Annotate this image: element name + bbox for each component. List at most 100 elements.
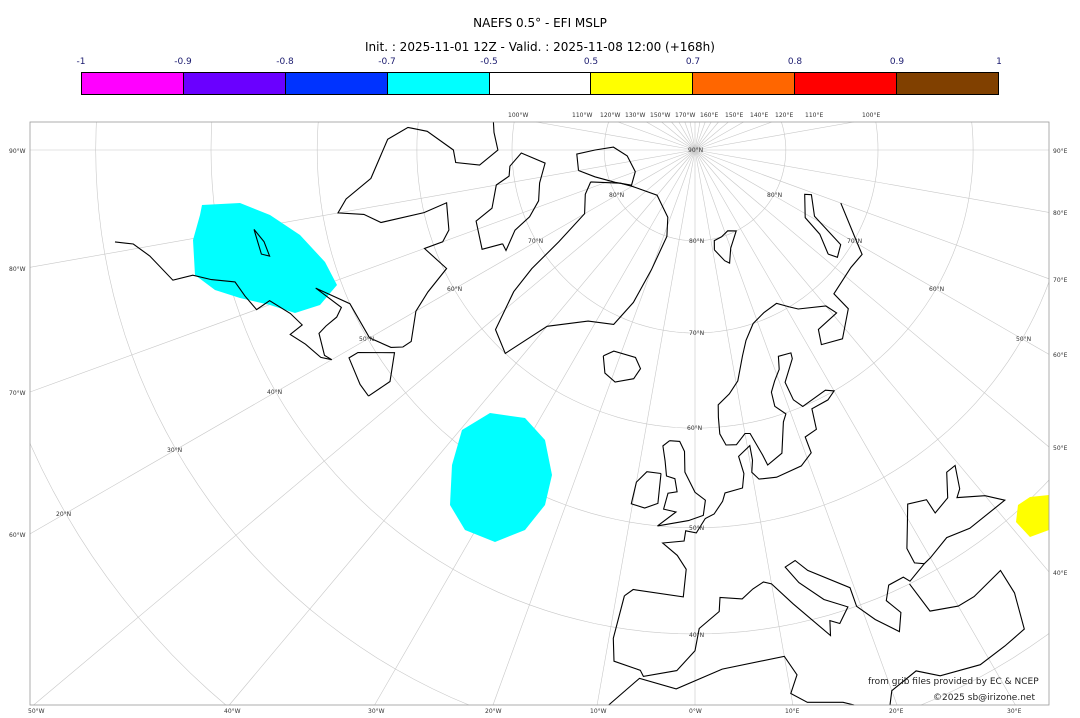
longitude-label: 30°W bbox=[368, 708, 385, 715]
meridian-line bbox=[661, 121, 696, 151]
meridian-line bbox=[694, 149, 898, 706]
colorbar-segment bbox=[82, 73, 184, 94]
longitude-label: 120°E bbox=[775, 112, 794, 119]
colorbar-tick-label: -0.9 bbox=[174, 57, 192, 67]
colorbar-tick-label: 1 bbox=[996, 57, 1002, 67]
meridian-line bbox=[689, 121, 696, 151]
longitude-label: 60°E bbox=[1053, 352, 1068, 359]
graticule bbox=[29, 121, 1050, 706]
longitude-label: 20°E bbox=[889, 708, 904, 715]
colorbar-tick-label: -0.7 bbox=[378, 57, 396, 67]
colorbar-segment bbox=[897, 73, 999, 94]
longitude-label: 100°E bbox=[862, 112, 881, 119]
coastline-ellesmere-island bbox=[576, 146, 636, 186]
longitude-label: 140°E bbox=[750, 112, 769, 119]
longitude-label: 30°E bbox=[1007, 708, 1022, 715]
meridian-line bbox=[694, 121, 719, 151]
colorbar-segment bbox=[489, 73, 592, 94]
longitude-label: 70°E bbox=[1053, 277, 1068, 284]
meridian-line bbox=[536, 121, 696, 151]
latitude-label: 60°N bbox=[447, 286, 463, 293]
meridian-line bbox=[694, 121, 729, 151]
meridian-line bbox=[671, 121, 696, 151]
latitude-label: 80°N bbox=[767, 192, 783, 199]
latitude-circle bbox=[210, 121, 1050, 635]
colorbar-tick-label: 0.5 bbox=[583, 57, 599, 67]
data-source-credit: from grib files provided by EC & NCEP bbox=[868, 677, 1039, 687]
latitude-label: 50°N bbox=[359, 336, 375, 343]
longitude-label: 100°W bbox=[508, 112, 529, 119]
longitude-label: 0°W bbox=[689, 708, 702, 715]
coastline-iceland bbox=[602, 350, 642, 383]
copyright-credit: ©2025 sb@irizone.net bbox=[933, 693, 1035, 703]
coastline-svalbard bbox=[713, 230, 737, 264]
meridian-line bbox=[694, 121, 744, 151]
latitude-label: 70°N bbox=[847, 238, 863, 245]
meridian-line bbox=[694, 149, 1050, 573]
meridian-line bbox=[694, 121, 701, 151]
meridian-line bbox=[694, 149, 1050, 355]
latitude-label: 20°N bbox=[56, 511, 72, 518]
longitude-label: 10°E bbox=[785, 708, 800, 715]
meridian-line bbox=[374, 149, 696, 706]
longitude-label: 40°E bbox=[1053, 570, 1068, 577]
efi-area-north-atlantic bbox=[450, 413, 552, 542]
longitude-label: 120°W bbox=[600, 112, 621, 119]
longitude-label: 20°W bbox=[485, 708, 502, 715]
meridian-line bbox=[694, 149, 1050, 280]
coastline-ireland bbox=[630, 471, 662, 509]
colorbar-segment bbox=[183, 73, 286, 94]
latitude-label: 70°N bbox=[528, 238, 544, 245]
coastline-novaya-zemlya bbox=[804, 193, 842, 259]
coastline-baffin-island bbox=[475, 152, 546, 252]
latitude-label: 60°N bbox=[687, 425, 703, 432]
latitude-label: 40°N bbox=[689, 632, 705, 639]
latitude-label: 80°N bbox=[609, 192, 625, 199]
meridian-line bbox=[596, 149, 696, 706]
meridian-line bbox=[229, 149, 696, 706]
latitude-label: 90°N bbox=[688, 147, 704, 154]
latitude-label: 30°N bbox=[167, 447, 183, 454]
colorbar-tick-label: -1 bbox=[76, 57, 86, 67]
longitude-label: 80°W bbox=[9, 266, 26, 273]
colorbar-tick-label: -0.8 bbox=[276, 57, 294, 67]
map-title: NAEFS 0.5° - EFI MSLP bbox=[473, 16, 607, 30]
coastline-us-east-coast bbox=[114, 121, 499, 361]
meridian-line bbox=[694, 149, 1050, 213]
latitude-label: 50°N bbox=[689, 525, 705, 532]
longitude-label: 50°E bbox=[1053, 445, 1068, 452]
coastline-newfoundland bbox=[348, 351, 396, 397]
longitude-label: 10°W bbox=[590, 708, 607, 715]
efi-anomaly-fields bbox=[193, 203, 1049, 542]
meridian-line bbox=[694, 121, 712, 151]
longitude-label: 110°E bbox=[805, 112, 824, 119]
latitude-label: 50°N bbox=[1016, 336, 1032, 343]
colorbar-segment bbox=[795, 73, 898, 94]
coastline-great-britain bbox=[657, 440, 706, 527]
meridian-line bbox=[492, 149, 696, 706]
longitude-label: 150°E bbox=[725, 112, 744, 119]
colorbar-tick-label: 0.7 bbox=[685, 57, 701, 67]
meridian-line bbox=[694, 121, 706, 151]
colorbar-segment bbox=[591, 73, 694, 94]
coastline-europe-south bbox=[612, 464, 1007, 678]
longitude-label: 50°W bbox=[28, 708, 45, 715]
meridian-line bbox=[33, 149, 696, 706]
meridian-line bbox=[694, 121, 854, 151]
longitude-label: 160°E bbox=[700, 112, 719, 119]
coastline-great-lakes bbox=[253, 229, 271, 257]
meridian-line bbox=[29, 149, 696, 268]
latitude-circle bbox=[29, 443, 226, 706]
longitude-label: 80°E bbox=[1053, 210, 1068, 217]
longitude-label: 90°E bbox=[1053, 148, 1068, 155]
colorbar-segment bbox=[387, 73, 490, 94]
coastlines bbox=[114, 121, 1025, 706]
map-subtitle: Init. : 2025-11-01 12Z - Valid. : 2025-1… bbox=[365, 40, 715, 54]
latitude-label: 60°N bbox=[929, 286, 945, 293]
longitude-label: 130°W bbox=[625, 112, 646, 119]
efi-area-north-america bbox=[193, 203, 337, 313]
colorbar-tick-label: -0.5 bbox=[480, 57, 498, 67]
longitude-label: 60°W bbox=[9, 532, 26, 539]
coastline-north-africa bbox=[608, 569, 1025, 706]
meridian-line bbox=[694, 149, 1050, 448]
